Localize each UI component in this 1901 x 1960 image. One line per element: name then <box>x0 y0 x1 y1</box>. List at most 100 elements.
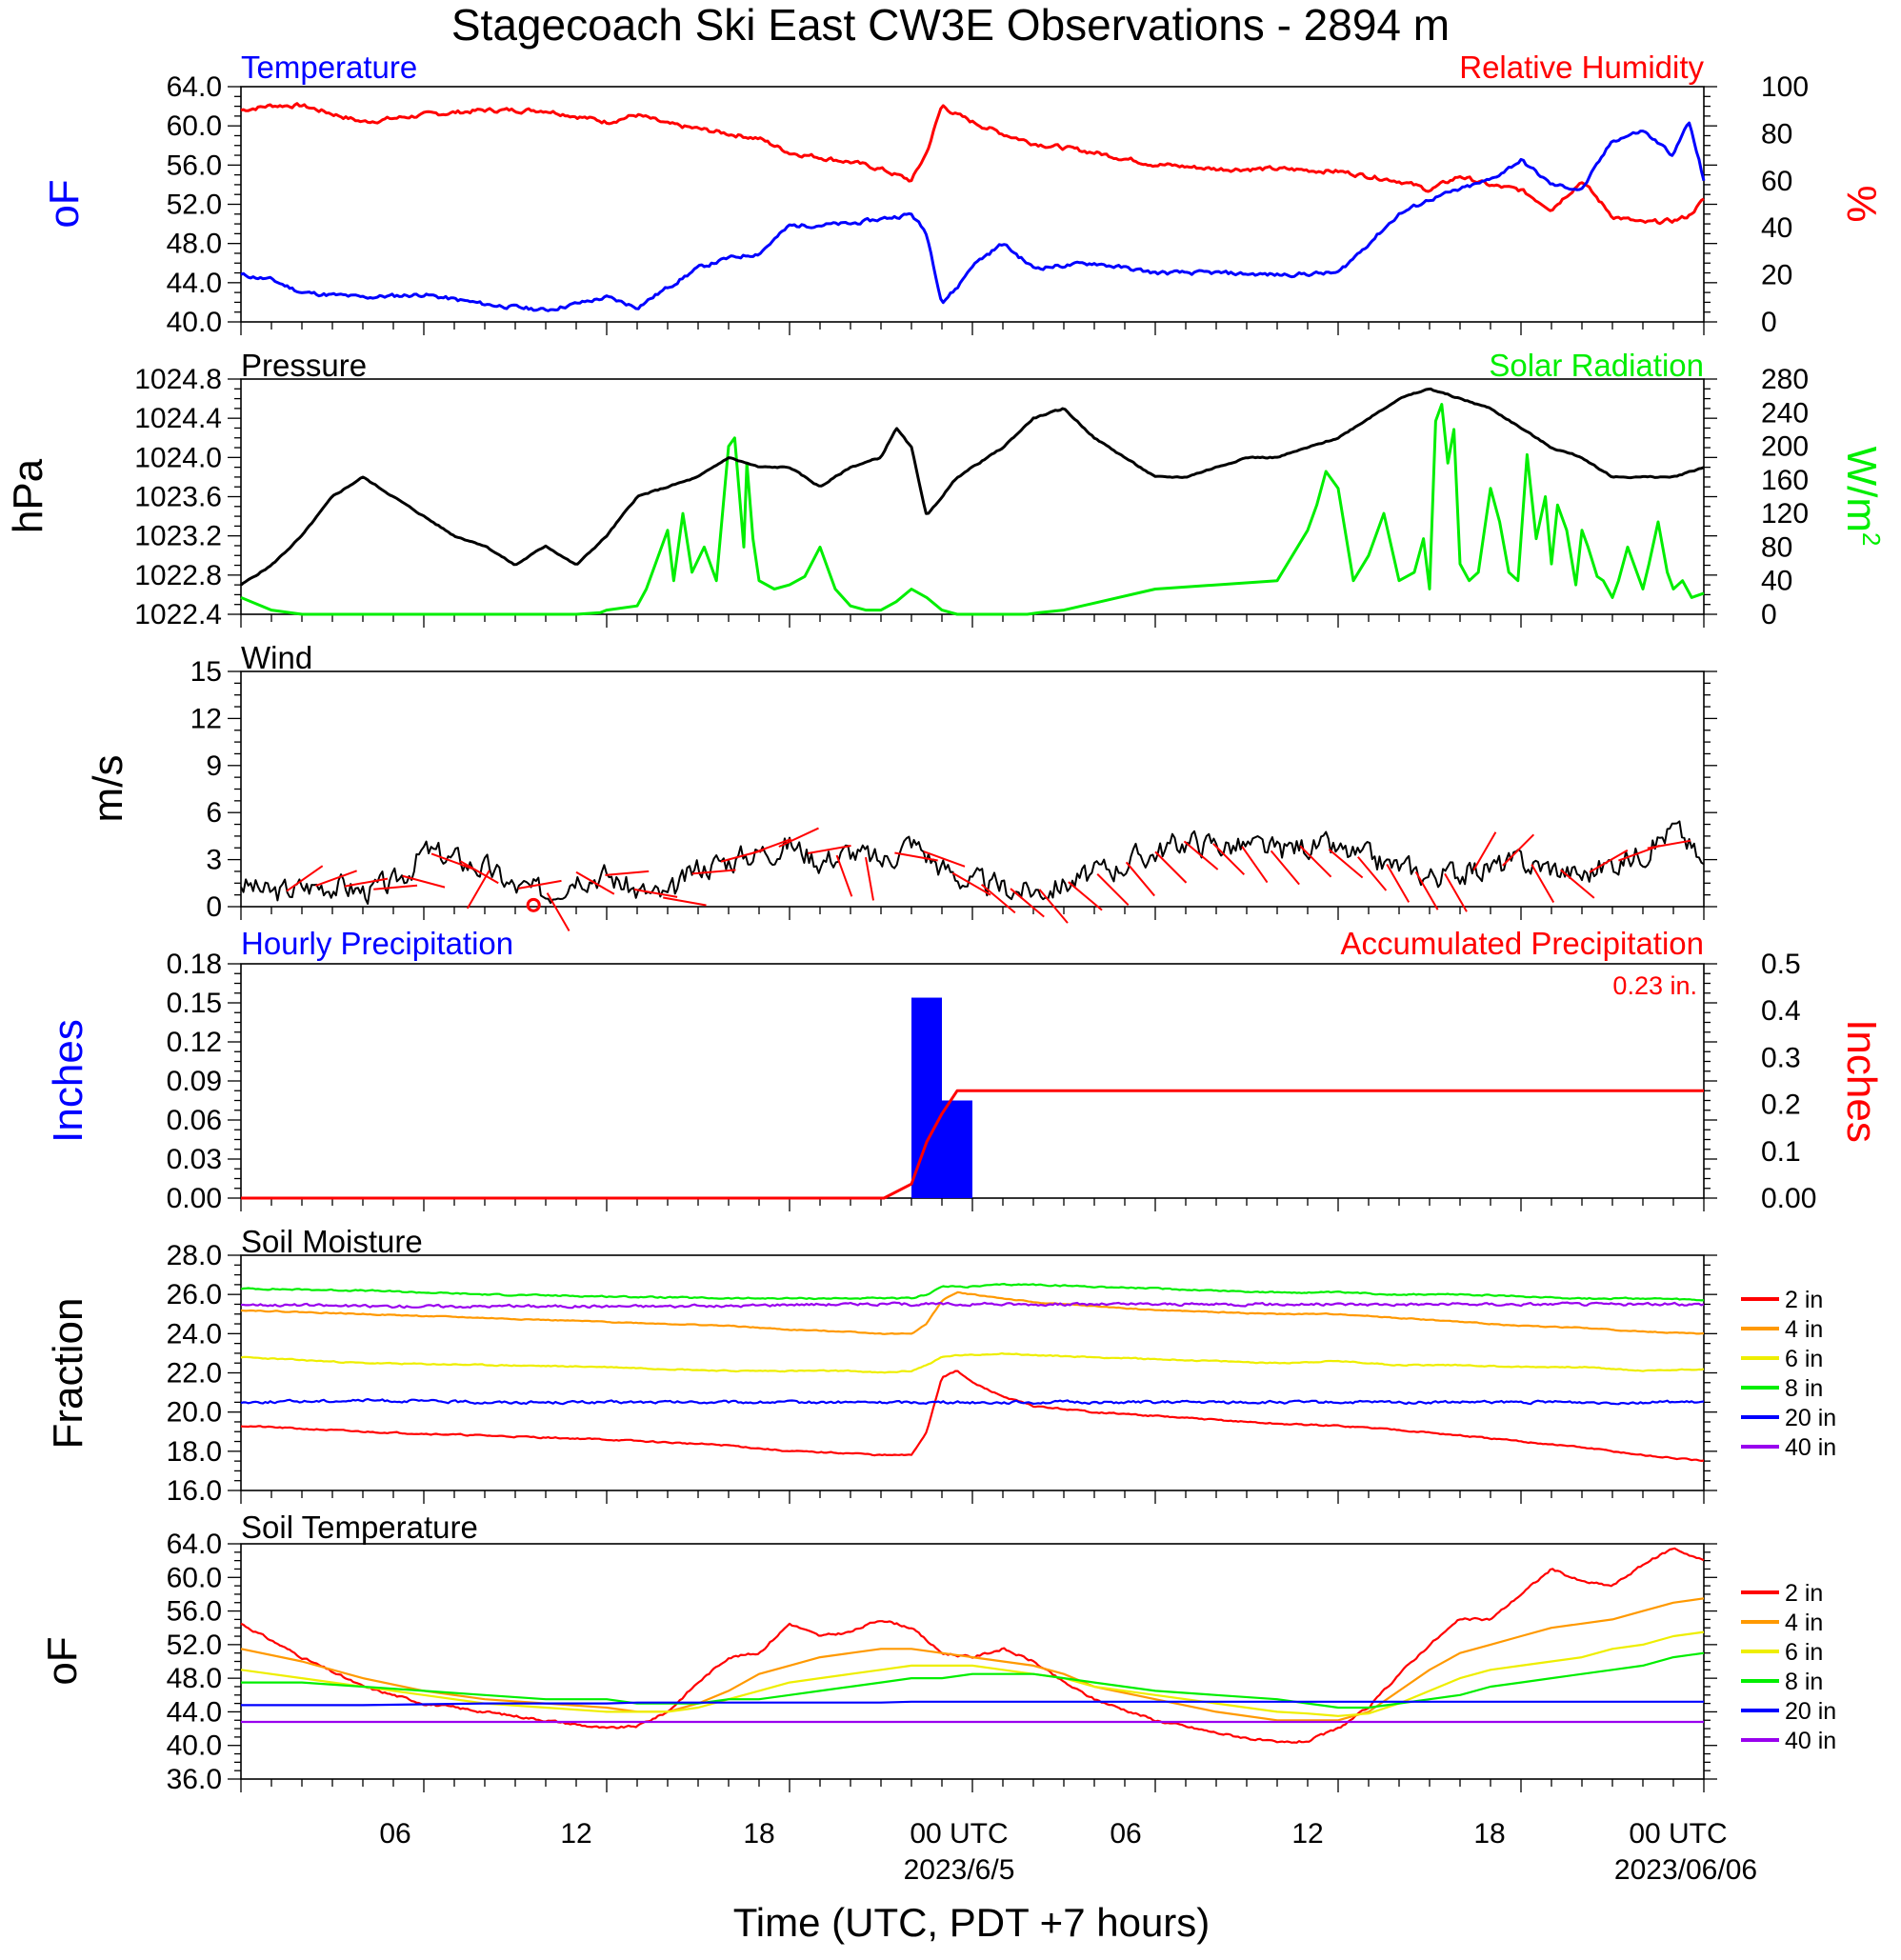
wind-barb <box>750 838 791 855</box>
y2-tick-label: 0.1 <box>1761 1136 1801 1168</box>
wind-barb <box>373 884 418 890</box>
soil-moisture-line <box>240 1351 1705 1374</box>
panel-title-wind: Wind <box>241 640 312 675</box>
figure-title: Stagecoach Ski East CW3E Observations - … <box>451 0 1450 50</box>
y2-tick-label: 60 <box>1761 166 1792 197</box>
y-tick-label: 0.12 <box>167 1027 222 1058</box>
y-tick-label: 24.0 <box>167 1318 222 1350</box>
wind-barb <box>865 856 874 901</box>
y-tick-label: 44.0 <box>167 268 222 299</box>
y-tick-label: 60.0 <box>167 110 222 142</box>
y-axis-label-soil-temperature: oF <box>39 1636 86 1685</box>
soil-moisture-line <box>240 1397 1705 1406</box>
wind-barb <box>1531 864 1555 903</box>
y-tick-label: 0.00 <box>167 1183 222 1214</box>
y2-tick-label: 40 <box>1761 566 1792 597</box>
wind-barb <box>1414 870 1439 910</box>
soil-moisture-line <box>240 1290 1705 1335</box>
wind-barb <box>1068 881 1103 911</box>
y-axis-label-accum: Inches <box>1838 1019 1885 1143</box>
plot-frame <box>240 1254 1705 1491</box>
y-tick-label: 52.0 <box>167 190 222 221</box>
y-axis-label-wind: m/s <box>85 755 131 823</box>
y-tick-label: 3 <box>206 845 222 876</box>
y-tick-label: 44.0 <box>167 1696 222 1728</box>
y-tick-label: 0.15 <box>167 988 222 1019</box>
x-tick-label: 06 <box>379 1818 410 1850</box>
x-date-label: 2023/6/5 <box>904 1854 1015 1886</box>
y-tick-label: 6 <box>206 797 222 829</box>
wind-barb <box>633 888 678 898</box>
y-tick-label: 48.0 <box>167 229 222 260</box>
y-tick-label: 28.0 <box>167 1240 222 1271</box>
panel-title-solar-radiation: Solar Radiation <box>1489 348 1704 383</box>
soil-temperature-line <box>241 1700 1704 1707</box>
y-tick-label: 1022.4 <box>134 599 222 630</box>
wind-barb <box>1154 850 1188 884</box>
y-axis-label-soil-moisture: Fraction <box>45 1298 91 1450</box>
wind-barb <box>344 877 389 888</box>
y-tick-label: 20.0 <box>167 1397 222 1429</box>
y2-tick-label: 0.3 <box>1761 1042 1801 1073</box>
wind-barb <box>286 865 324 892</box>
y2-tick-label: 160 <box>1761 465 1809 496</box>
y2-tick-label: 0.00 <box>1761 1183 1816 1214</box>
wind-barb <box>1183 840 1219 870</box>
y-tick-label: 15 <box>190 656 222 688</box>
accumulated-total-label: 0.23 in. <box>1612 971 1697 1000</box>
wind-barb <box>835 854 853 897</box>
wind-barb <box>1357 856 1388 891</box>
panel-title-temperature: Temperature <box>241 50 417 85</box>
y-tick-label: 22.0 <box>167 1358 222 1390</box>
rh-line <box>240 102 1705 226</box>
y-axis-label-rh: % <box>1838 185 1885 222</box>
x-tick-label: 00 UTC <box>910 1818 1008 1850</box>
y-tick-label: 0.06 <box>167 1105 222 1136</box>
solar-radiation-line <box>240 403 1705 616</box>
y2-tick-label: 0 <box>1761 307 1777 338</box>
y-tick-label: 1023.2 <box>134 521 222 552</box>
y-axis-label-solar: W/m2 <box>1838 447 1886 547</box>
y-tick-label: 16.0 <box>167 1475 222 1507</box>
wind-barb <box>1125 861 1155 897</box>
wind-barb <box>1241 846 1269 884</box>
wind-barb <box>459 860 499 885</box>
y2-tick-label: 40 <box>1761 212 1792 244</box>
y-tick-label: 0.03 <box>167 1144 222 1175</box>
x-tick-label: 18 <box>743 1818 774 1850</box>
y-tick-label: 1023.6 <box>134 482 222 513</box>
y-tick-label: 0.18 <box>167 949 222 980</box>
x-tick-label: 00 UTC <box>1629 1818 1727 1850</box>
panel-title-pressure: Pressure <box>241 348 367 383</box>
wind-barb <box>1010 888 1045 918</box>
y2-tick-label: 240 <box>1761 397 1809 429</box>
temperature-line <box>240 121 1706 312</box>
x-tick-label: 18 <box>1473 1818 1505 1850</box>
wind-barb <box>1647 839 1691 850</box>
y2-tick-label: 0.4 <box>1761 995 1801 1027</box>
y-tick-label: 56.0 <box>167 150 222 181</box>
soil-temperature-line <box>241 1651 1705 1710</box>
panel-title-accumulated-precipitation: Accumulated Precipitation <box>1340 926 1704 961</box>
wind-barb <box>605 870 650 876</box>
wind-barb <box>1444 872 1468 912</box>
y-tick-label: 1024.0 <box>134 442 222 473</box>
y-tick-label: 64.0 <box>167 1529 222 1560</box>
plot-frame <box>240 1543 1705 1780</box>
wind-barb <box>575 870 615 895</box>
y2-tick-label: 280 <box>1761 364 1809 395</box>
wind-barb <box>808 845 851 854</box>
legend-label: 8 in <box>1785 1669 1823 1695</box>
y2-tick-label: 80 <box>1761 531 1792 563</box>
wind-barb <box>1472 831 1497 871</box>
wind-barb <box>778 827 819 848</box>
wind-barb <box>315 870 357 887</box>
wind-barb <box>1328 849 1364 879</box>
y2-tick-label: 0.5 <box>1761 949 1801 980</box>
legend-label: 8 in <box>1785 1375 1823 1402</box>
wind-barb <box>1502 833 1535 867</box>
wind-barb <box>1038 889 1069 924</box>
soil-moisture-line <box>240 1282 1705 1302</box>
precip-bar <box>942 1100 972 1198</box>
